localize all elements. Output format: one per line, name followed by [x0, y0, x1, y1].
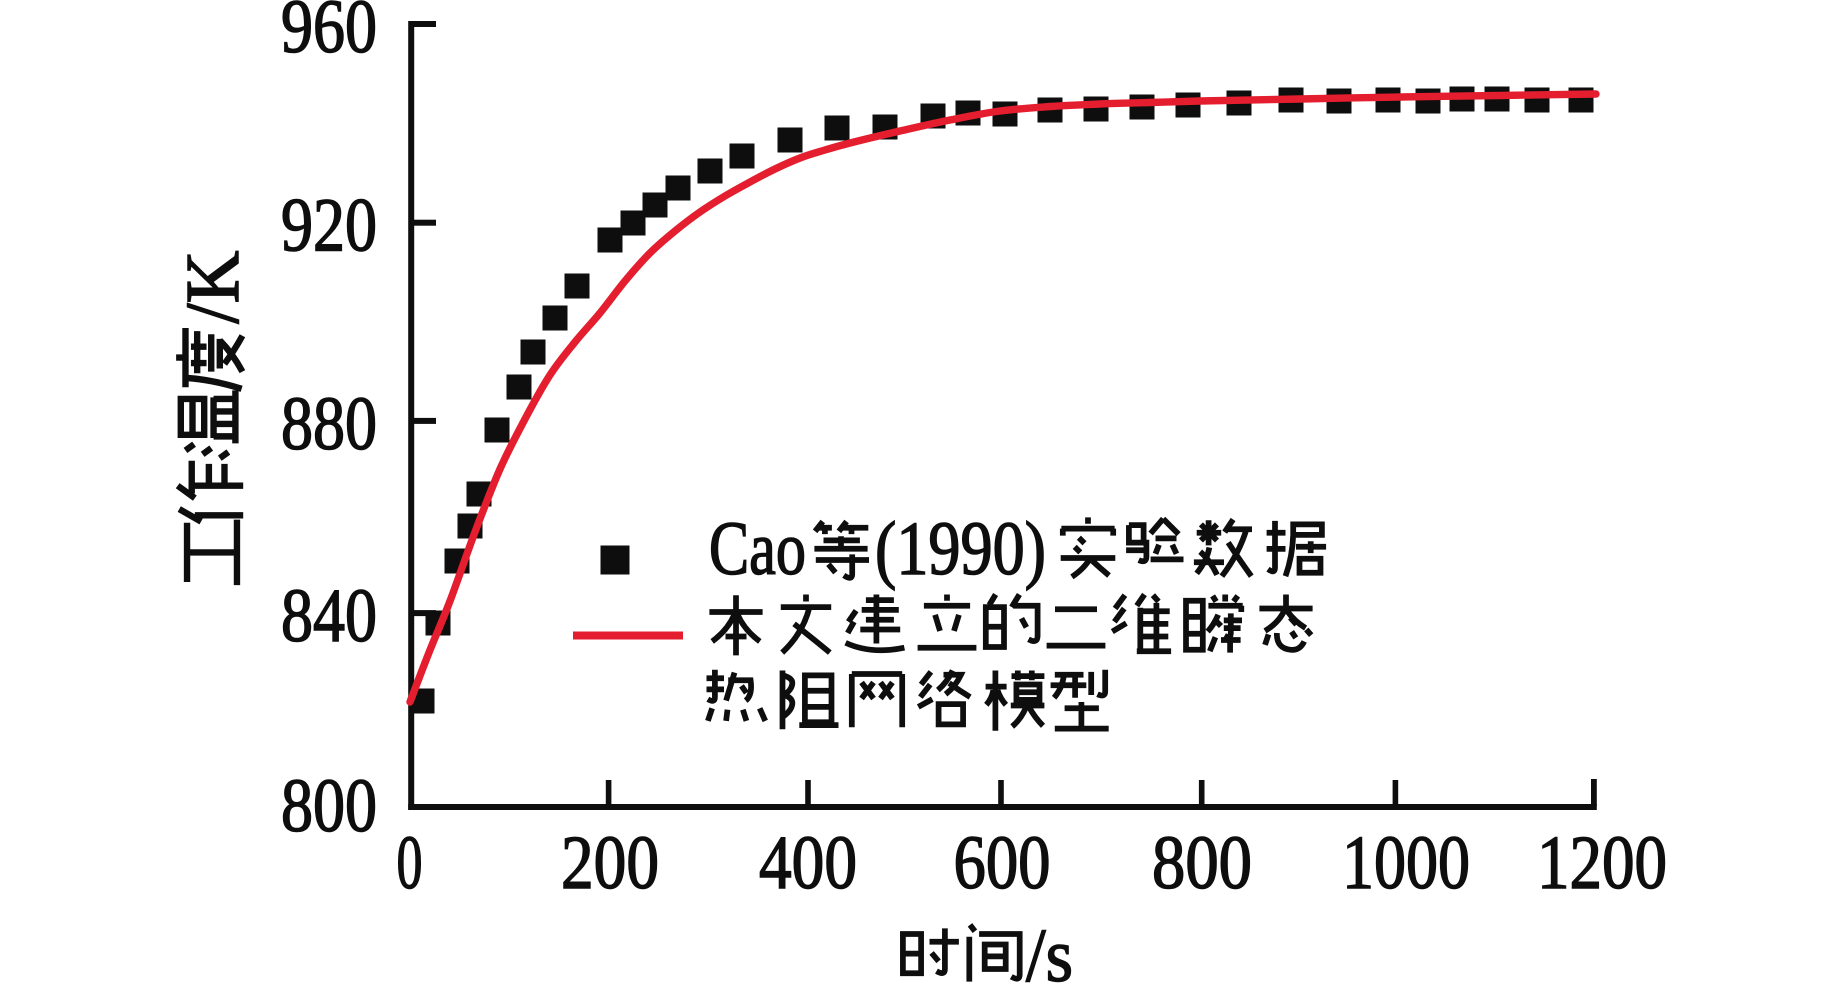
svg-text:0: 0: [397, 821, 423, 905]
svg-text:840: 840: [281, 574, 377, 658]
svg-text:Cao: Cao: [709, 507, 806, 591]
svg-text:800: 800: [281, 764, 377, 848]
svg-text:200: 200: [561, 821, 659, 905]
svg-text:600: 600: [954, 821, 1051, 905]
svg-text:(1990): (1990): [875, 507, 1046, 591]
svg-text:920: 920: [281, 184, 377, 268]
svg-text:1000: 1000: [1342, 821, 1470, 905]
svg-text:/s: /s: [1026, 914, 1073, 992]
svg-text:/K: /K: [171, 250, 255, 323]
svg-text:400: 400: [759, 821, 857, 905]
svg-text:800: 800: [1152, 821, 1252, 905]
svg-text:880: 880: [281, 382, 377, 466]
svg-text:1200: 1200: [1537, 821, 1667, 905]
svg-text:960: 960: [281, 0, 377, 69]
